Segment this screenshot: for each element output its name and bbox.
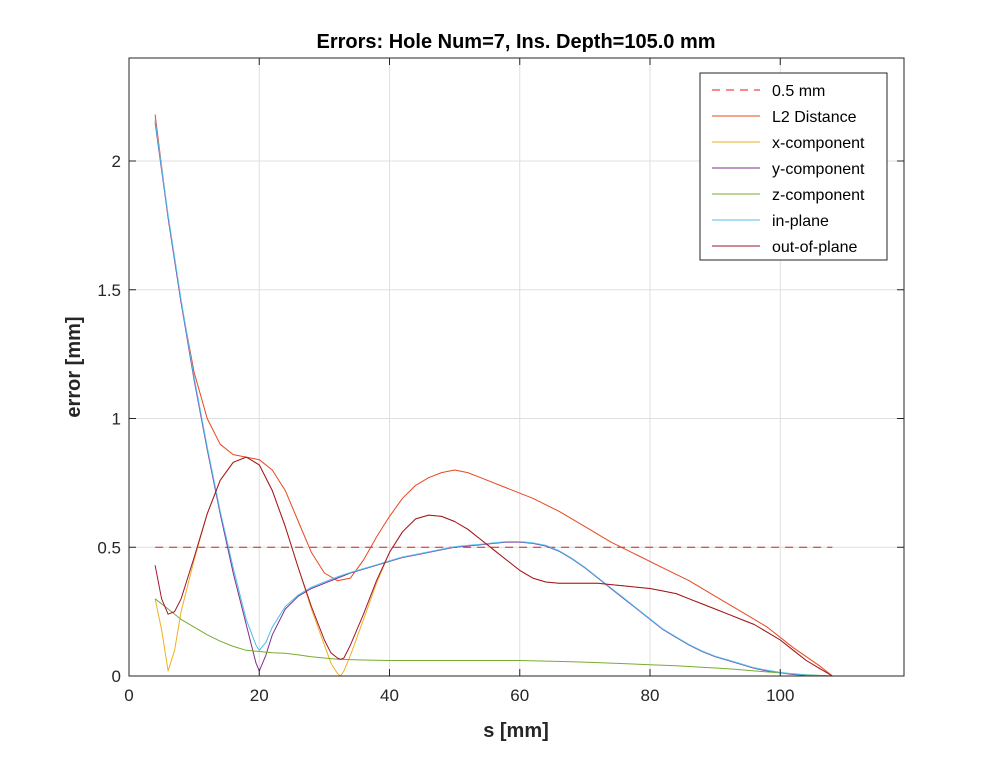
legend-label: out-of-plane [772,239,857,256]
x-tick-label: 80 [641,686,660,705]
plot-area-border [128,57,905,677]
legend-label: in-plane [772,213,829,230]
legend: 0.5 mm L2 Distance x-component y-component z… [699,72,888,261]
y-axis-label: error [mm] [63,316,85,417]
series-line-l2-distance [154,114,833,677]
x-axis-label: s [mm] [483,720,549,742]
series-line-in-plane [154,119,833,677]
legend-label: L2 Distance [772,109,857,126]
y-tick-label: 2 [112,152,121,171]
y-tick-label: 1 [112,410,121,429]
x-tick-label: 100 [766,686,794,705]
legend-box [699,72,888,261]
x-tick-label: 20 [250,686,269,705]
x-tick-label: 60 [510,686,529,705]
x-tick-label: 0 [124,686,133,705]
legend-label: x-component [772,135,865,152]
y-axis-tick-labels: 0 0.5 1 1.5 2 [97,152,121,686]
legend-label: 0.5 mm [772,83,825,100]
series-line-out-of-plane [154,456,833,677]
y-tick-label: 1.5 [97,281,121,300]
series-line-z-component [154,598,833,677]
legend-label: z-component [772,187,865,204]
y-tick-label: 0.5 [97,538,121,557]
chart-title: Errors: Hole Num=7, Ins. Depth=105.0 mm [316,31,715,53]
x-axis-tick-labels: 0 20 40 60 80 100 [124,686,794,705]
x-tick-label: 40 [380,686,399,705]
axis-ticks [128,58,904,677]
y-tick-label: 0 [112,667,121,686]
legend-label: y-component [772,161,865,178]
